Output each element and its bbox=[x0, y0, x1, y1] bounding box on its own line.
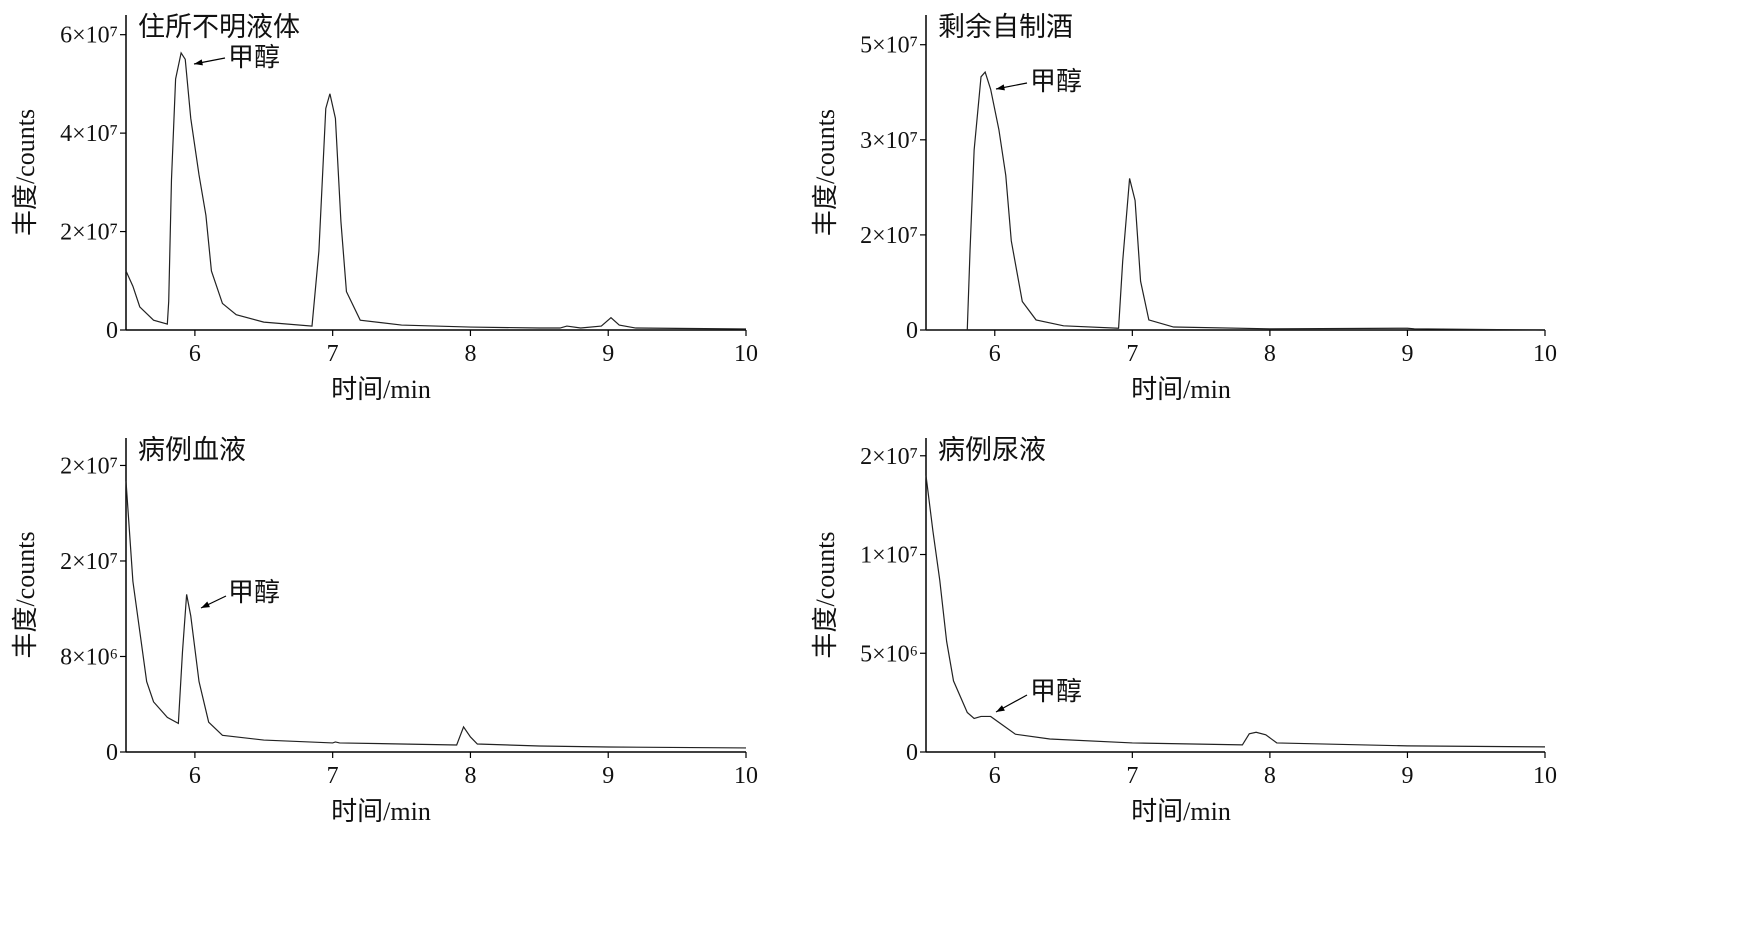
panel-title: 剩余自制酒 bbox=[938, 12, 1073, 42]
panel-title: 病例尿液 bbox=[938, 435, 1046, 465]
y-tick-label: 6×10⁷ bbox=[60, 23, 118, 49]
y-tick-label: 2×10⁷ bbox=[860, 444, 918, 470]
x-tick-label: 7 bbox=[1126, 763, 1138, 789]
x-tick-label: 9 bbox=[1401, 341, 1413, 367]
x-tick-label: 10 bbox=[734, 763, 758, 789]
y-axis-label: 丰度/counts bbox=[11, 109, 40, 236]
y-tick-label: 0 bbox=[106, 740, 118, 766]
y-tick-label: 5×10⁷ bbox=[860, 33, 918, 59]
x-axis-label: 时间/min bbox=[1131, 375, 1231, 404]
x-axis-label: 时间/min bbox=[331, 375, 431, 404]
y-axis-label: 丰度/counts bbox=[11, 531, 40, 658]
annotation: 甲醇 bbox=[1030, 677, 1082, 706]
panel-title: 病例血液 bbox=[138, 435, 246, 465]
y-axis-label: 丰度/counts bbox=[811, 531, 840, 658]
data-line bbox=[926, 70, 1546, 331]
y-tick-label: 2×10⁷ bbox=[60, 220, 118, 246]
x-tick-label: 7 bbox=[1126, 341, 1138, 367]
y-axis-label: 丰度/counts bbox=[811, 109, 840, 236]
y-tick-label: 4×10⁷ bbox=[60, 121, 118, 147]
arrow-head bbox=[194, 59, 203, 66]
x-tick-label: 9 bbox=[1401, 763, 1413, 789]
y-tick-label: 8×10⁶ bbox=[60, 644, 118, 670]
data-line bbox=[125, 51, 747, 330]
x-tick-label: 10 bbox=[1533, 763, 1557, 789]
x-tick-label: 9 bbox=[602, 763, 614, 789]
arrow-head bbox=[996, 84, 1005, 91]
y-tick-label: 0 bbox=[906, 740, 918, 766]
x-tick-label: 7 bbox=[327, 763, 339, 789]
annotation: 甲醇 bbox=[1030, 67, 1082, 96]
x-tick-label: 9 bbox=[602, 341, 614, 367]
x-tick-label: 8 bbox=[1264, 341, 1276, 367]
x-tick-label: 6 bbox=[989, 341, 1001, 367]
panel-title: 住所不明液体 bbox=[138, 12, 300, 42]
y-tick-label: 3×10⁷ bbox=[860, 128, 918, 154]
x-axis-label: 时间/min bbox=[1131, 797, 1231, 826]
y-tick-label: 2×10⁷ bbox=[60, 549, 118, 575]
arrow-head bbox=[201, 601, 210, 608]
x-tick-label: 6 bbox=[189, 763, 201, 789]
x-tick-label: 8 bbox=[464, 341, 476, 367]
y-tick-label: 5×10⁶ bbox=[860, 641, 918, 667]
x-tick-label: 6 bbox=[989, 763, 1001, 789]
x-tick-label: 10 bbox=[1533, 341, 1557, 367]
x-tick-label: 8 bbox=[1264, 763, 1276, 789]
data-line bbox=[125, 480, 747, 749]
y-tick-label: 2×10⁷ bbox=[860, 223, 918, 249]
x-tick-label: 6 bbox=[189, 341, 201, 367]
data-line bbox=[925, 475, 1546, 748]
x-axis-label: 时间/min bbox=[331, 797, 431, 826]
x-tick-label: 8 bbox=[464, 763, 476, 789]
x-tick-label: 7 bbox=[327, 341, 339, 367]
annotation: 甲醇 bbox=[228, 578, 280, 607]
annotation: 甲醇 bbox=[228, 43, 280, 72]
arrow-head bbox=[996, 705, 1005, 712]
y-tick-label: 1×10⁷ bbox=[860, 543, 918, 569]
y-tick-label: 2×10⁷ bbox=[60, 453, 118, 479]
y-tick-label: 0 bbox=[106, 318, 118, 344]
y-tick-label: 0 bbox=[906, 318, 918, 344]
x-tick-label: 10 bbox=[734, 341, 758, 367]
